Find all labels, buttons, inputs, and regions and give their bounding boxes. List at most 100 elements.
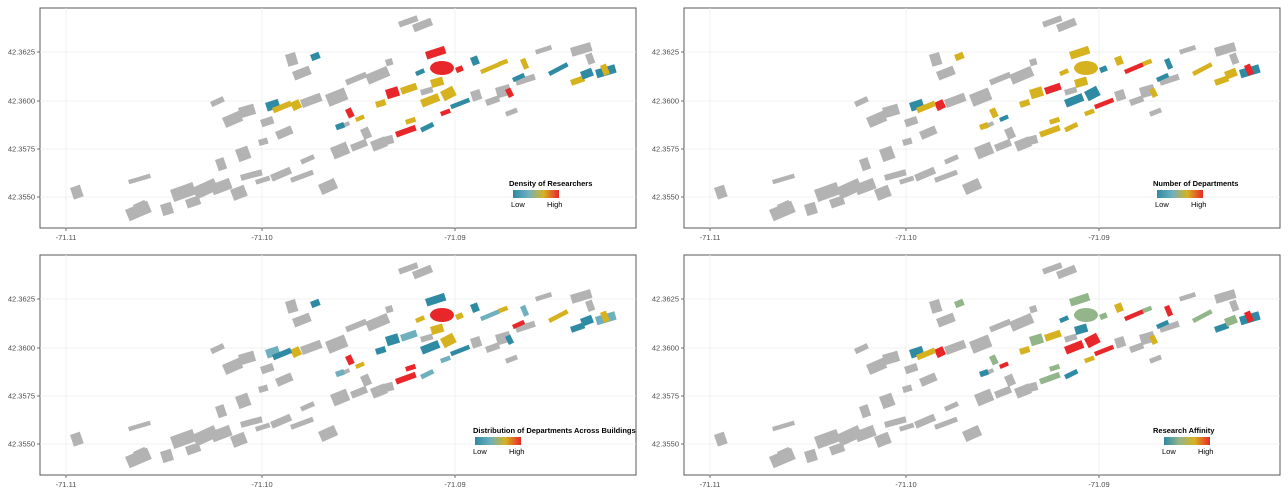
building-footprint [884, 416, 907, 428]
building-colored [1114, 302, 1124, 314]
y-tick-label: 42.3625 [652, 295, 679, 304]
building-colored [1049, 116, 1061, 125]
building-footprint [124, 200, 152, 222]
legend-title: Research Affinity [1153, 426, 1215, 435]
y-tick-label: 42.3600 [8, 97, 35, 106]
building-footprint [299, 401, 316, 412]
building-footprint [290, 169, 314, 183]
building-colored [1124, 62, 1145, 75]
building-colored [430, 323, 445, 335]
building-footprint [1158, 73, 1180, 86]
building-colored [1019, 99, 1031, 108]
building-footprint [884, 169, 907, 181]
x-tick-label: -71.09 [1088, 480, 1109, 489]
building-colored [1244, 310, 1254, 323]
building-colored [1114, 55, 1124, 67]
building-colored [400, 82, 418, 95]
y-tick-label: 42.3600 [652, 344, 679, 353]
map-research-affinity: 42.3625 42.3600 42.3575 42.3550 -71.11 -71.10… [652, 254, 1281, 489]
y-tick-label: 42.3550 [652, 193, 679, 202]
building-footprint [170, 182, 197, 203]
building-colored [450, 344, 471, 357]
building-footprint [1042, 262, 1063, 275]
building-colored [1049, 363, 1061, 372]
legend-low-label: Low [511, 200, 525, 209]
building-footprint [192, 178, 219, 200]
building-footprint [229, 184, 248, 201]
building-colored [290, 99, 303, 112]
building-footprint [1114, 89, 1127, 102]
building-colored [1164, 304, 1174, 317]
legend-title: Distribution of Departments Across Build… [473, 426, 636, 435]
building-colored [1059, 68, 1070, 77]
building-footprint [1004, 373, 1017, 387]
building-colored [1064, 93, 1085, 108]
building-footprint [270, 413, 293, 429]
building-colored [439, 85, 457, 102]
building-footprint [385, 305, 394, 314]
building-colored [1156, 72, 1170, 83]
building-footprint [969, 334, 993, 354]
building-footprint [1179, 45, 1197, 55]
map-panel-departments: 42.3625 42.3600 42.3575 42.3550 -71.11 -71.10… [644, 0, 1288, 246]
building-colored [1068, 45, 1091, 60]
y-tick-label: 42.3575 [652, 392, 679, 401]
building-colored [916, 347, 937, 361]
building-colored [290, 346, 303, 359]
building-footprint [1158, 320, 1180, 333]
building-colored [570, 75, 586, 86]
building-footprint [854, 96, 869, 108]
building-footprint [772, 173, 796, 185]
building-footprint [292, 65, 312, 81]
legend-colorbar [475, 437, 521, 445]
building-colored [450, 97, 471, 110]
building-colored [1038, 124, 1061, 138]
building-colored [1099, 65, 1108, 74]
building-colored [600, 63, 610, 76]
building-footprint [345, 318, 368, 333]
building-footprint [170, 429, 197, 450]
building-footprint [919, 125, 938, 140]
building-footprint [944, 339, 967, 356]
building-colored [1141, 305, 1153, 314]
building-footprint [505, 354, 519, 364]
building-footprint [514, 320, 536, 333]
y-tick-label: 42.3550 [8, 193, 35, 202]
building-footprint [714, 184, 728, 200]
building-colored [430, 76, 445, 88]
building-colored [1244, 63, 1254, 76]
building-footprint [229, 431, 248, 448]
building-colored [580, 314, 594, 327]
building-footprint [1029, 58, 1038, 67]
building-colored [405, 363, 417, 372]
building-footprint [222, 357, 244, 375]
building-footprint [70, 184, 84, 200]
building-footprint [772, 420, 796, 432]
building-footprint [385, 58, 394, 67]
building-colored [310, 298, 321, 309]
building-footprint [974, 141, 995, 160]
building-footprint [1024, 381, 1039, 394]
building-footprint [570, 289, 593, 304]
building-cluster [1074, 308, 1098, 322]
building-footprint [1229, 299, 1240, 313]
building-footprint [854, 343, 869, 355]
building-footprint [962, 424, 983, 442]
building-colored [455, 65, 464, 74]
building-footprint [240, 416, 263, 428]
building-footprint [128, 420, 152, 432]
building-footprint [128, 173, 152, 185]
building-footprint [944, 92, 967, 109]
building-footprint [994, 138, 1013, 152]
building-footprint [1064, 333, 1078, 343]
building-colored [1084, 85, 1101, 102]
legend-low-label: Low [1162, 447, 1176, 456]
building-colored [1074, 323, 1089, 335]
building-cluster [430, 308, 454, 322]
map-density-of-researchers: 42.3625 42.3600 42.3575 42.3550 -71.11 -71.10… [8, 7, 637, 242]
building-footprint [859, 157, 872, 172]
building-colored [1149, 334, 1159, 345]
building-footprint [585, 299, 596, 313]
building-footprint [420, 86, 434, 96]
building-footprint [1056, 17, 1078, 33]
